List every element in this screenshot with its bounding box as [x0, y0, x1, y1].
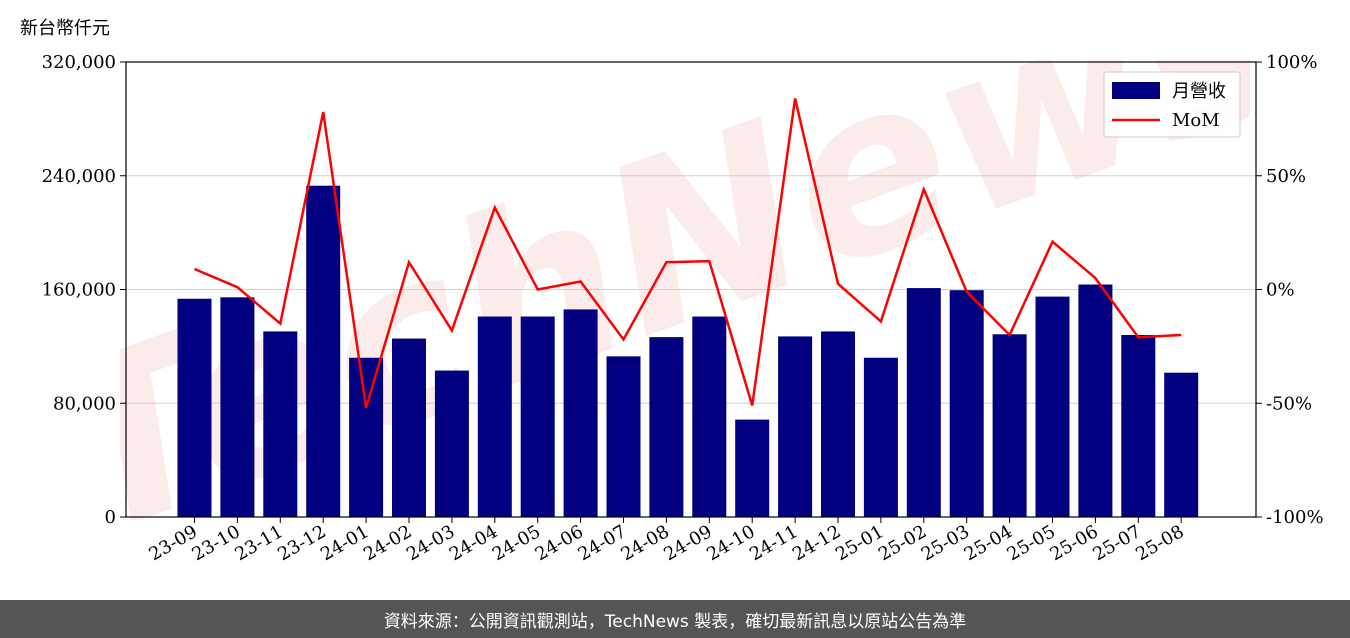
y-left-tick-label: 0: [105, 507, 116, 528]
y-left-tick-label: 80,000: [53, 393, 116, 414]
x-tick-label: 23-10: [188, 521, 243, 565]
revenue-bar: [778, 336, 813, 517]
x-tick-label: 24-07: [575, 521, 630, 565]
x-tick-label: 24-06: [532, 521, 587, 565]
revenue-bar: [434, 370, 469, 517]
y-unit-label: 新台幣仟元: [20, 18, 110, 39]
x-tick-label: 25-05: [1004, 521, 1059, 565]
revenue-bar: [1164, 372, 1199, 517]
revenue-chart: 0 80,000 160,000 240,000 320,000 -100% -50% 0% 5…: [42, 52, 1324, 565]
legend-swatch-revenue: [1112, 82, 1160, 99]
revenue-bar: [821, 331, 855, 517]
source-note: 資料來源：公開資訊觀測站，TechNews 製表，確切最新訊息以原站公告為準: [383, 611, 967, 632]
y-right-tick-label: 100%: [1266, 52, 1317, 73]
x-tick-label: 23-12: [274, 521, 329, 565]
revenue-bar: [735, 419, 770, 517]
x-tick-label: 24-05: [489, 521, 544, 565]
y-right-tick-label: 0%: [1266, 280, 1295, 301]
y-right-tick-label: 50%: [1266, 166, 1306, 187]
x-tick-label: 23-11: [231, 521, 286, 565]
legend-label-revenue: 月營收: [1172, 81, 1226, 102]
x-tick-label: 24-11: [746, 521, 801, 565]
revenue-bar: [949, 290, 984, 517]
revenue-bar: [1078, 284, 1113, 517]
revenue-bar: [392, 338, 426, 517]
legend-label-mom: MoM: [1172, 110, 1220, 131]
x-tick-label: 25-04: [961, 521, 1016, 565]
revenue-bar: [692, 316, 727, 517]
y-right-tick-label: -100%: [1266, 507, 1324, 528]
source-footer: 資料來源：公開資訊觀測站，TechNews 製表，確切最新訊息以原站公告為準: [0, 600, 1350, 638]
revenue-bar: [563, 309, 598, 517]
y-left-tick-label: 240,000: [42, 166, 116, 187]
x-tick-label: 25-03: [918, 521, 973, 565]
x-tick-label: 25-02: [875, 521, 930, 565]
x-tick-label: 24-04: [446, 521, 501, 565]
x-tick-label: 24-02: [360, 521, 415, 565]
x-tick-label: 24-10: [703, 521, 758, 565]
x-tick-label: 24-08: [617, 521, 672, 565]
y-right-tick-label: -50%: [1266, 393, 1312, 414]
revenue-bar: [349, 357, 384, 517]
x-tick-label: 25-08: [1132, 521, 1187, 565]
x-tick-label: 25-06: [1046, 521, 1101, 565]
revenue-bar: [863, 357, 898, 517]
revenue-bar: [477, 316, 512, 517]
x-tick-label: 25-07: [1089, 521, 1144, 565]
revenue-bar: [520, 316, 555, 517]
revenue-bar: [606, 356, 641, 517]
x-tick-label: 24-09: [660, 521, 715, 565]
revenue-bar: [992, 334, 1027, 517]
x-tick-label: 24-12: [789, 521, 844, 565]
revenue-bar: [1035, 296, 1070, 517]
y-left-tick-label: 320,000: [42, 52, 116, 73]
revenue-bar: [263, 331, 298, 517]
y-left-tick-label: 160,000: [42, 280, 116, 301]
revenue-bar: [220, 297, 255, 517]
revenue-bar: [649, 337, 684, 517]
x-tick-label: 23-09: [146, 521, 201, 565]
x-tick-label: 24-03: [403, 521, 458, 565]
x-tick-label: 25-01: [832, 521, 887, 565]
revenue-bar: [1121, 335, 1156, 517]
revenue-bar: [177, 298, 212, 517]
mom-line: [194, 98, 1182, 409]
x-tick-label: 24-01: [317, 521, 372, 565]
revenue-bar: [906, 288, 941, 517]
revenue-bar: [306, 185, 341, 517]
